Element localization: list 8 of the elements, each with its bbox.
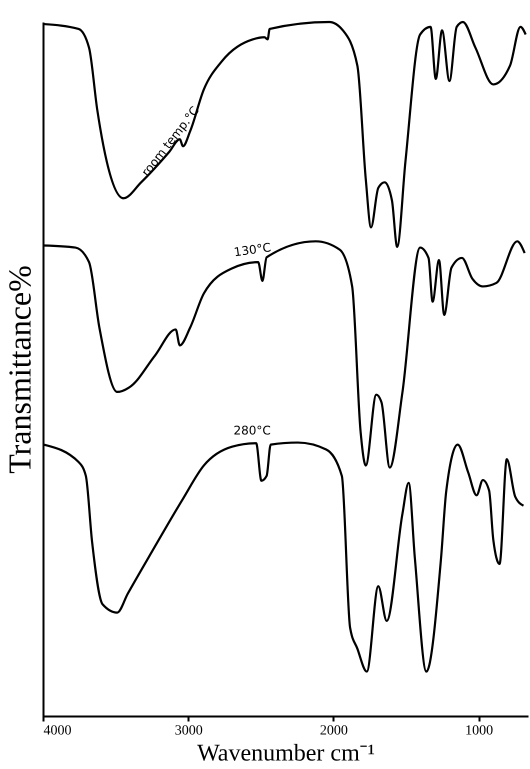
- x-tick-label: 2000: [320, 724, 348, 738]
- x-tick-label: 4000: [44, 724, 72, 738]
- x-tick-label: 3000: [174, 724, 203, 738]
- y-axis-title: Transmittance%: [2, 265, 38, 474]
- text: 130°C: [232, 240, 272, 260]
- series-label: 280°C: [234, 423, 271, 438]
- x-axis-title: Wavenumber cm⁻¹: [197, 740, 375, 766]
- x-tick-label: 1000: [465, 724, 494, 738]
